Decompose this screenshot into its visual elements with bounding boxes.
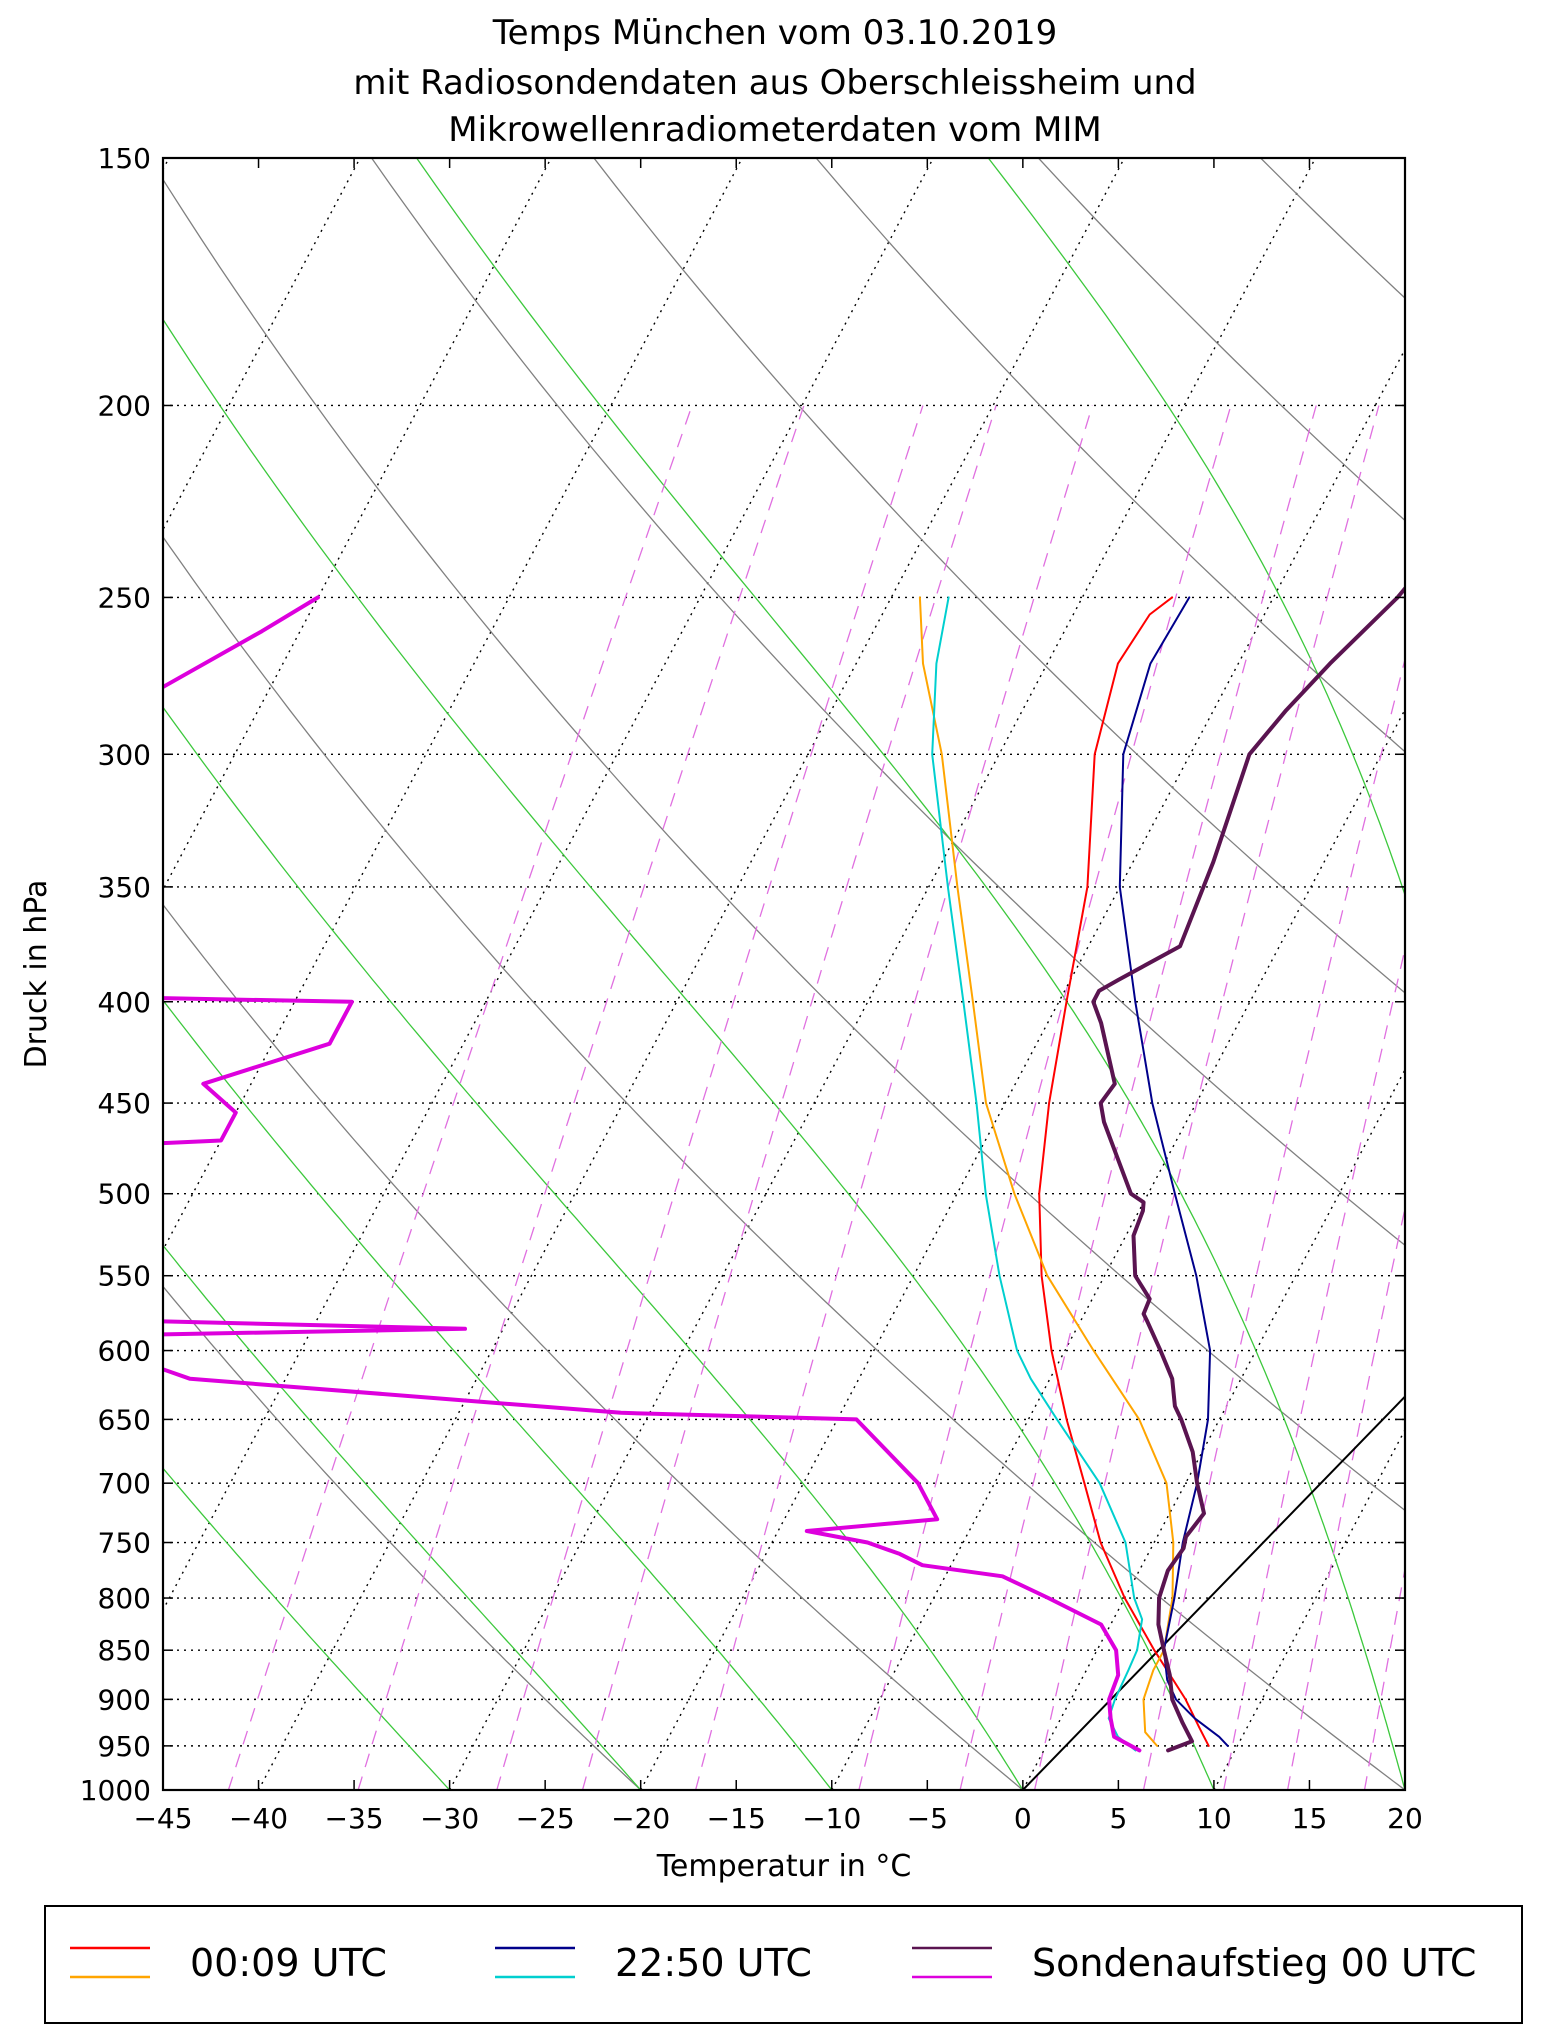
x-tick-label: −25 — [516, 1802, 575, 1835]
isotherm-line — [1213, 1428, 1405, 1790]
mixing-ratio-line — [1363, 1565, 1405, 1790]
mixing-ratio-line — [1033, 405, 1380, 1790]
x-tick-label: −40 — [229, 1802, 288, 1835]
moist-adiabat — [163, 318, 1215, 1790]
data-series — [163, 585, 1405, 1753]
y-axis-label: Druck in hPa — [19, 880, 54, 1069]
background-grid — [163, 158, 1542, 1791]
x-tick-label: −20 — [611, 1802, 670, 1835]
x-tick-label: 20 — [1387, 1802, 1423, 1835]
mixing-ratio-line — [1286, 1205, 1405, 1790]
moist-adiabat — [163, 1467, 451, 1790]
x-tick-label: −10 — [802, 1802, 861, 1835]
dry-adiabat — [163, 1285, 642, 1790]
y-tick-label: 300 — [98, 738, 151, 771]
mixing-ratio-line — [1495, 406, 1542, 1791]
mixing-ratio-line — [227, 405, 693, 1790]
y-tick-label: 400 — [98, 986, 151, 1019]
axes: −45 −40 −35 −30 −25 −20 −15 −10 −5 0 5 10 15 20 1000 95… — [80, 142, 1423, 1835]
x-tick-label: −5 — [907, 1802, 948, 1835]
y-tick-label: 500 — [98, 1178, 151, 1211]
x-tick-label: −15 — [707, 1802, 766, 1835]
moist-adiabat — [163, 706, 1024, 1790]
plot-frame — [161, 156, 1407, 1792]
y-tick-label: 450 — [98, 1087, 151, 1120]
mixing-ratio-line — [496, 405, 924, 1790]
series-line-6 — [163, 595, 1142, 1753]
y-tick-label: 550 — [98, 1260, 151, 1293]
isotherm-line — [163, 158, 552, 892]
chart-title-line-2: mit Radiosondendaten aus Oberschleisshei… — [353, 63, 1196, 103]
mixing-ratio-line — [694, 405, 1094, 1790]
legend: 00:09 UTC 22:50 UTC Sondenaufstieg 00 UTC — [44, 1905, 1523, 2024]
dry-adiabat — [1260, 158, 1405, 299]
moist-adiabat — [163, 1244, 642, 1790]
y-tick-label: 800 — [98, 1582, 151, 1615]
moist-adiabat — [987, 158, 1405, 897]
mixing-ratio-line — [357, 405, 805, 1790]
y-tick-label: 950 — [98, 1730, 151, 1763]
x-tick-label: 15 — [1292, 1802, 1328, 1835]
chart-title-line-1: Temps München vom 03.10.2019 — [492, 13, 1058, 53]
y-tick-label: 200 — [98, 389, 151, 422]
y-tick-label: 250 — [98, 581, 151, 614]
y-tick-label: 900 — [98, 1683, 151, 1716]
isotherm-line — [1404, 1788, 1405, 1790]
series-line-3 — [1118, 596, 1229, 1747]
mixing-ratio-line — [1142, 656, 1405, 1790]
isotherm-line — [163, 158, 361, 531]
x-tick-label: −35 — [325, 1802, 384, 1835]
x-tick-label: −30 — [420, 1802, 479, 1835]
dry-adiabat — [593, 158, 1405, 994]
chart-title-line-3: Mikrowellenradiometerdaten vom MIM — [448, 110, 1101, 150]
dry-adiabat — [815, 158, 1405, 753]
series-line-2 — [918, 596, 1175, 1747]
isotherm-line — [163, 158, 934, 1612]
dry-adiabat — [163, 178, 1405, 1512]
legend-box — [44, 1905, 1523, 2024]
dry-adiabat — [371, 158, 1405, 1247]
mixing-ratio-line — [581, 405, 997, 1790]
mixing-ratio-line — [1427, 406, 1542, 1791]
series-line-4 — [931, 596, 1144, 1752]
x-tick-label: 0 — [1014, 1802, 1032, 1835]
y-tick-label: 700 — [98, 1467, 151, 1500]
isotherm-line — [831, 708, 1405, 1790]
mixing-ratio-line — [959, 405, 1317, 1790]
chart-title: Temps München vom 03.10.2019 mit Radioso… — [353, 13, 1196, 150]
y-tick-label: 350 — [98, 871, 151, 904]
x-tick-label: −45 — [133, 1802, 192, 1835]
y-tick-label: 600 — [98, 1335, 151, 1368]
y-tick-label: 1000 — [80, 1774, 151, 1807]
dry-adiabat — [1483, 158, 1542, 1790]
moist-adiabat — [416, 158, 1405, 1790]
dry-adiabat — [163, 535, 1405, 1790]
x-tick-label: 10 — [1196, 1802, 1232, 1835]
x-tick-label: 5 — [1109, 1802, 1127, 1835]
y-tick-label: 650 — [98, 1403, 151, 1436]
legend-label: Sondenaufstieg 00 UTC — [1032, 1941, 1476, 1985]
legend-label: 22:50 UTC — [615, 1941, 812, 1985]
y-tick-label: 850 — [98, 1634, 151, 1667]
x-axis-label: Temperatur in °C — [656, 1849, 912, 1884]
mixing-ratio-line — [858, 405, 1232, 1790]
isotherm-line — [257, 158, 1126, 1790]
series-line-5 — [1091, 585, 1405, 1753]
mixing-ratio-line — [1223, 946, 1405, 1790]
dry-adiabat — [1037, 158, 1405, 522]
moist-adiabat — [163, 999, 833, 1790]
isotherm-line — [640, 347, 1405, 1790]
y-tick-label: 150 — [98, 142, 151, 175]
legend-label: 00:09 UTC — [190, 1941, 387, 1985]
y-tick-label: 750 — [98, 1527, 151, 1560]
dry-adiabat — [163, 903, 1024, 1790]
